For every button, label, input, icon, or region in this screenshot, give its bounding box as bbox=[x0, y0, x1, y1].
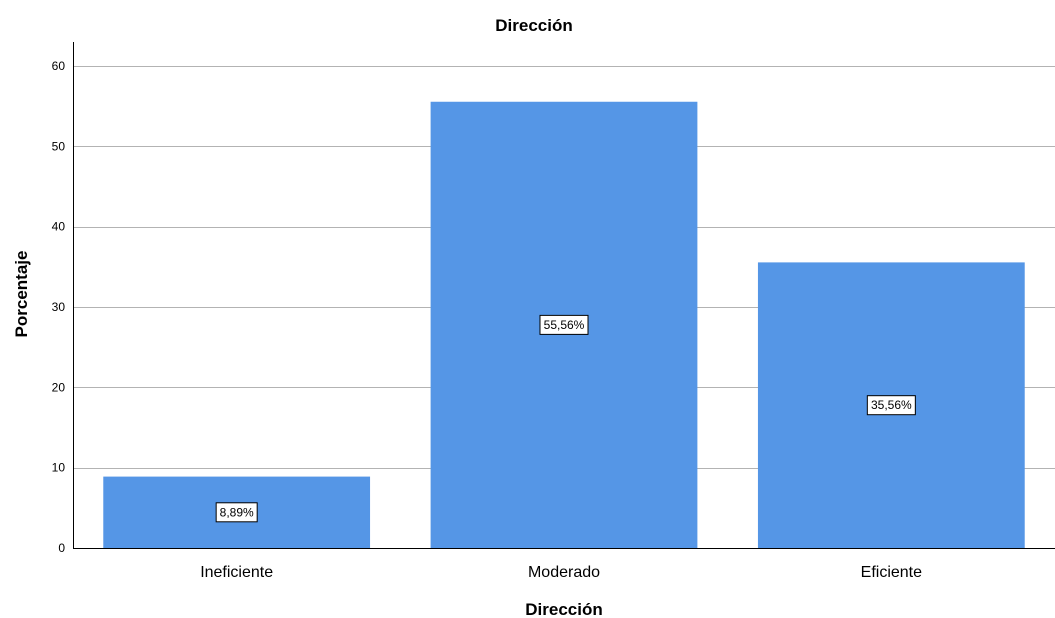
axes bbox=[73, 42, 1055, 549]
data-label-text: 35,56% bbox=[871, 398, 912, 412]
data-label-text: 8,89% bbox=[220, 505, 254, 519]
data-label-box bbox=[866, 395, 916, 416]
data-labels: 8,89% 55,56% 35,56% bbox=[215, 314, 916, 523]
category-label: Eficiente bbox=[861, 564, 922, 581]
y-tick-label: 10 bbox=[52, 461, 66, 475]
y-tick-label: 20 bbox=[52, 380, 66, 394]
chart-title: Dirección bbox=[495, 16, 573, 35]
data-label-box bbox=[539, 314, 589, 335]
y-tick-label: 60 bbox=[52, 59, 66, 73]
data-label-box bbox=[215, 502, 258, 523]
data-label: 8,89% bbox=[215, 502, 258, 523]
bars bbox=[103, 101, 1025, 548]
y-axis-title: Porcentaje bbox=[12, 251, 31, 338]
y-tick-label: 30 bbox=[52, 300, 66, 314]
x-axis-title: Dirección bbox=[525, 600, 602, 618]
category-label: Moderado bbox=[528, 564, 600, 581]
y-tick-label: 40 bbox=[52, 220, 66, 234]
data-label: 55,56% bbox=[539, 314, 589, 335]
data-label: 35,56% bbox=[866, 395, 916, 416]
y-tick-label: 50 bbox=[52, 139, 66, 153]
y-tick-labels: 0 10 20 30 40 50 60 bbox=[52, 59, 66, 555]
category-label: Ineficiente bbox=[200, 564, 273, 581]
y-tick-label: 0 bbox=[58, 541, 65, 555]
data-label-text: 55,56% bbox=[544, 318, 585, 332]
category-labels: Ineficiente Moderado Eficiente bbox=[200, 564, 922, 581]
